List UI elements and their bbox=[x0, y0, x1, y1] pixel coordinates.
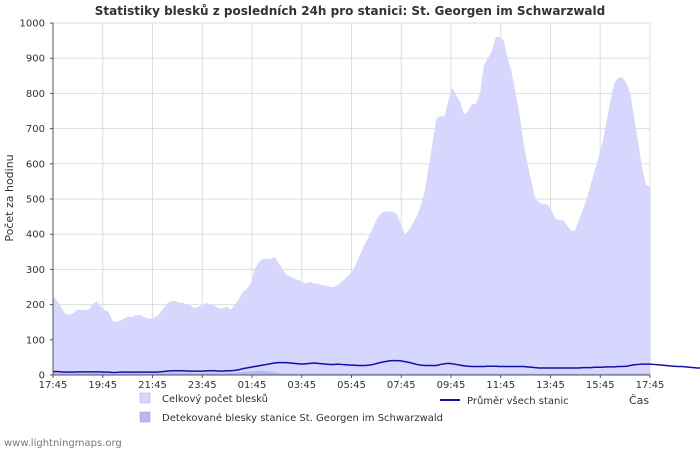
series-area-0 bbox=[53, 37, 650, 375]
y-tick-label: 900 bbox=[26, 54, 45, 65]
y-tick-label: 400 bbox=[26, 230, 45, 241]
x-axis-ticks: 17:45 19:45 21:45 23:45 01:45 03:45 05:45 07:45… bbox=[39, 375, 665, 391]
x-tick-label: 13:45 bbox=[536, 380, 565, 391]
y-tick-label: 700 bbox=[26, 124, 45, 135]
x-tick-label: 01:45 bbox=[238, 380, 267, 391]
x-tick-label: 11:45 bbox=[486, 380, 515, 391]
legend-swatch-station bbox=[139, 411, 151, 423]
y-tick-label: 100 bbox=[26, 335, 45, 346]
x-tick-label: 23:45 bbox=[188, 380, 217, 391]
y-axis-ticks: 0 100 200 300 400 500 600 700 800 900 1000 bbox=[20, 19, 53, 382]
y-tick-label: 1000 bbox=[20, 19, 45, 30]
x-tick-label: 17:45 bbox=[39, 380, 68, 391]
x-tick-label: 05:45 bbox=[337, 380, 366, 391]
x-tick-label: 15:45 bbox=[586, 380, 615, 391]
y-tick-label: 300 bbox=[26, 265, 45, 276]
legend-label-total: Celkový počet blesků bbox=[162, 393, 268, 405]
legend: Celkový počet blesků Průměr všech stanic… bbox=[139, 392, 569, 424]
legend-label-average: Průměr všech stanic bbox=[467, 395, 569, 407]
x-tick-label: 17:45 bbox=[636, 380, 665, 391]
y-axis-label: Počet za hodinu bbox=[3, 154, 16, 241]
data-lines bbox=[53, 359, 700, 374]
x-tick-label: 09:45 bbox=[437, 380, 466, 391]
y-tick-label: 600 bbox=[26, 159, 45, 170]
y-tick-label: 500 bbox=[26, 195, 45, 206]
y-tick-label: 200 bbox=[26, 300, 45, 311]
series-area-1 bbox=[53, 370, 650, 375]
y-tick-label: 800 bbox=[26, 89, 45, 100]
legend-label-station: Detekované blesky stanice St. Georgen im… bbox=[162, 412, 443, 424]
x-axis-label: Čas bbox=[629, 394, 649, 407]
footer-source: www.lightningmaps.org bbox=[4, 438, 122, 449]
x-tick-label: 19:45 bbox=[88, 380, 117, 391]
chart-title: Statistiky blesků z posledních 24h pro s… bbox=[94, 4, 606, 18]
legend-swatch-total bbox=[139, 392, 151, 404]
series-line-2 bbox=[53, 359, 700, 374]
x-tick-label: 03:45 bbox=[287, 380, 316, 391]
y-tick-label: 0 bbox=[39, 371, 45, 382]
x-tick-label: 07:45 bbox=[387, 380, 416, 391]
x-tick-label: 21:45 bbox=[138, 380, 167, 391]
data-areas bbox=[53, 37, 650, 375]
